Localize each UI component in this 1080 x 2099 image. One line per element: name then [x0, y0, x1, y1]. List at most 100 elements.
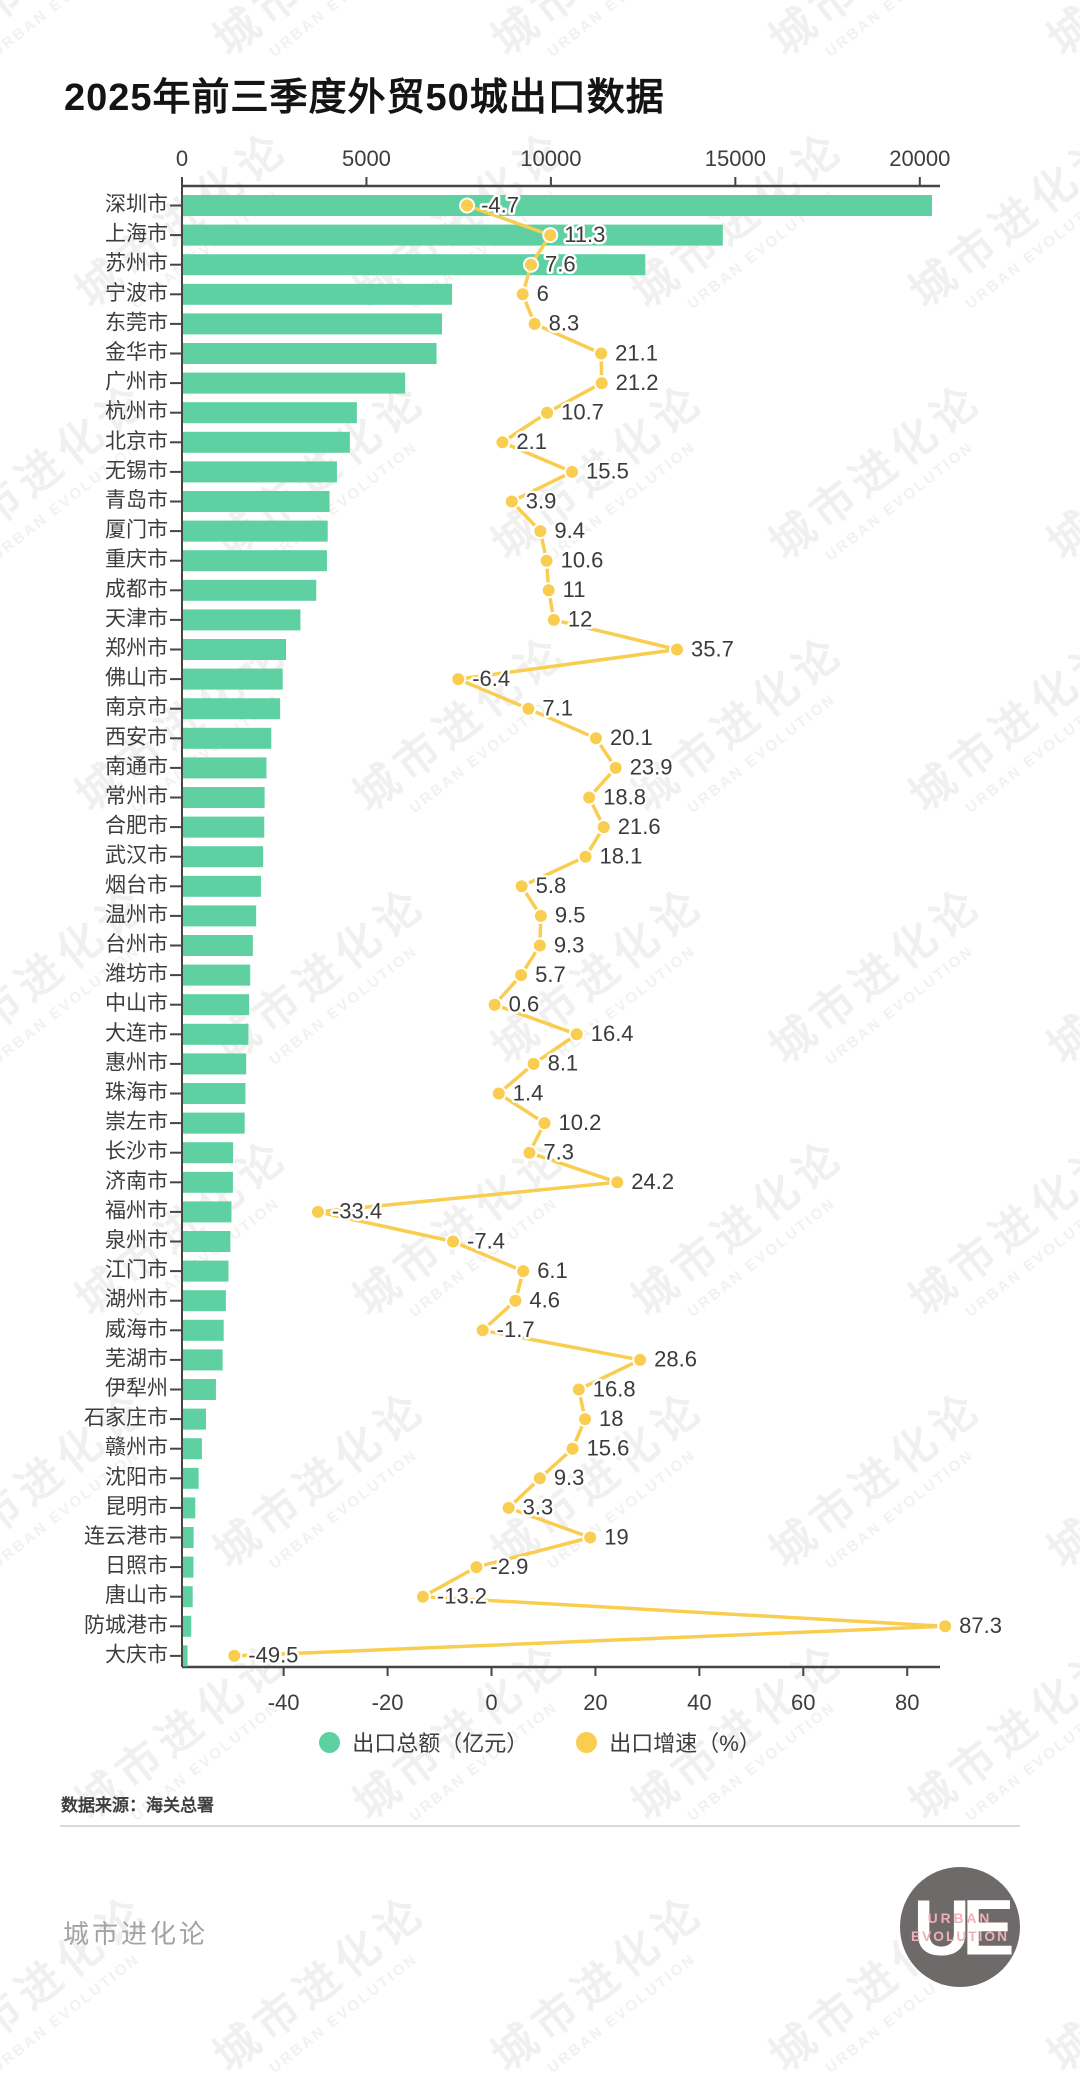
city-label: 潍坊市 [105, 963, 168, 986]
growth-value-label: 15.5 [586, 459, 629, 484]
top-axis-tick-label: 5000 [342, 146, 391, 171]
growth-value-label: 3.9 [526, 488, 557, 513]
growth-dot [521, 1144, 538, 1161]
growth-value-label: -1.7 [497, 1317, 535, 1342]
growth-value-label: 10.7 [561, 400, 604, 425]
growth-dot [564, 463, 581, 480]
growth-value-label: 7.6 [545, 252, 576, 277]
export-chart: 0 5000 10000 15000 20000 -40 -20 0 20 40 60 80 深圳市上海… [84, 145, 1002, 1715]
export-bar [183, 431, 350, 453]
growth-dot [539, 404, 556, 421]
export-bar [183, 1586, 193, 1608]
city-label: 武汉市 [105, 844, 168, 867]
growth-dot [568, 1026, 585, 1043]
export-bar [183, 757, 267, 779]
growth-dot [937, 1618, 954, 1635]
growth-value-label: -49.5 [248, 1643, 298, 1668]
legend-item-export-total: 出口总额（亿元） [319, 1726, 528, 1758]
export-bar [183, 283, 453, 305]
city-label: 宁波市 [105, 282, 168, 305]
city-label: 合肥市 [105, 815, 168, 838]
city-label: 南通市 [105, 755, 168, 778]
growth-dot [595, 819, 612, 836]
growth-dot [226, 1647, 243, 1664]
growth-dot [445, 1233, 462, 1250]
city-label: 惠州市 [105, 1051, 168, 1074]
growth-value-label: 4.6 [529, 1288, 560, 1313]
city-label: 无锡市 [105, 459, 168, 482]
export-bar [183, 905, 257, 927]
growth-value-label: 15.6 [587, 1436, 630, 1461]
city-label: 崇左市 [105, 1111, 168, 1134]
export-bar [183, 1260, 229, 1282]
city-label: 杭州市 [105, 400, 168, 423]
city-label: 成都市 [105, 578, 168, 601]
growth-value-label: 10.6 [561, 548, 604, 573]
city-label: 沈阳市 [105, 1466, 168, 1489]
growth-dot [490, 1085, 507, 1102]
city-label: 金华市 [105, 341, 168, 364]
growth-dot [503, 493, 520, 510]
growth-dot [577, 848, 594, 865]
growth-value-label: 7.3 [543, 1140, 574, 1165]
page-title: 2025年前三季度外贸50城出口数据 [64, 77, 665, 119]
bottom-axis-tick-label: 20 [583, 1690, 607, 1715]
city-label: 防城港市 [84, 1614, 168, 1637]
growth-dot [581, 789, 598, 806]
export-bar [183, 195, 932, 216]
growth-value-label: -4.7 [481, 192, 519, 217]
export-bar [183, 1231, 231, 1252]
city-label: 广州市 [105, 371, 168, 394]
city-label: 江门市 [105, 1259, 168, 1282]
logo-line2: EVOLUTION [911, 1929, 1009, 1944]
city-label: 日照市 [105, 1555, 168, 1578]
bottom-axis-tick-label: 40 [687, 1690, 711, 1715]
growth-dot [669, 641, 686, 658]
export-bar [183, 313, 443, 335]
export-bar [183, 698, 281, 720]
growth-dot [459, 197, 476, 214]
urban-evolution-logo: UE URBAN EVOLUTION [899, 1866, 1020, 1988]
growth-value-label: 2.1 [516, 429, 547, 454]
growth-dot [468, 1559, 485, 1576]
export-bar [183, 846, 264, 868]
export-bar [183, 964, 251, 986]
export-bar [183, 1023, 249, 1045]
growth-dot [520, 700, 537, 717]
growth-value-label: -13.2 [437, 1584, 487, 1609]
growth-dot [532, 907, 549, 924]
bottom-axis-tick-label: -20 [372, 1690, 404, 1715]
city-label: 伊犁州 [105, 1377, 168, 1400]
bottom-axis-tick-label: 80 [895, 1690, 919, 1715]
export-bar [183, 1171, 233, 1193]
footer-divider [60, 1825, 1020, 1827]
growth-value-label: 6.1 [537, 1258, 568, 1283]
city-label: 济南市 [105, 1170, 168, 1193]
export-bar [183, 668, 283, 690]
export-bar [183, 579, 317, 601]
growth-dot [538, 552, 555, 569]
legend-dot-yellow [576, 1731, 598, 1753]
growth-value-label: -2.9 [490, 1554, 528, 1579]
export-bar [183, 1438, 202, 1460]
city-label: 大庆市 [105, 1643, 168, 1666]
export-bar [183, 461, 337, 483]
growth-value-label: 12 [568, 607, 592, 632]
growth-dot [577, 1411, 594, 1428]
export-bar [183, 372, 406, 394]
growth-value-label: 11.3 [564, 222, 605, 247]
growth-dot [582, 1529, 599, 1546]
growth-dot [500, 1499, 517, 1516]
city-label: 天津市 [105, 607, 168, 630]
growth-dot [494, 434, 511, 451]
growth-value-label: 35.7 [691, 636, 734, 661]
export-bar [183, 1083, 246, 1104]
growth-dot [607, 759, 624, 776]
growth-dot [486, 996, 503, 1013]
export-bar [183, 224, 723, 246]
data-source-note: 数据来源：海关总署 [61, 1796, 214, 1815]
growth-value-label: 21.2 [616, 370, 659, 395]
city-label: 东莞市 [105, 311, 168, 334]
growth-value-label: 24.2 [631, 1169, 674, 1194]
export-bar [183, 609, 301, 631]
